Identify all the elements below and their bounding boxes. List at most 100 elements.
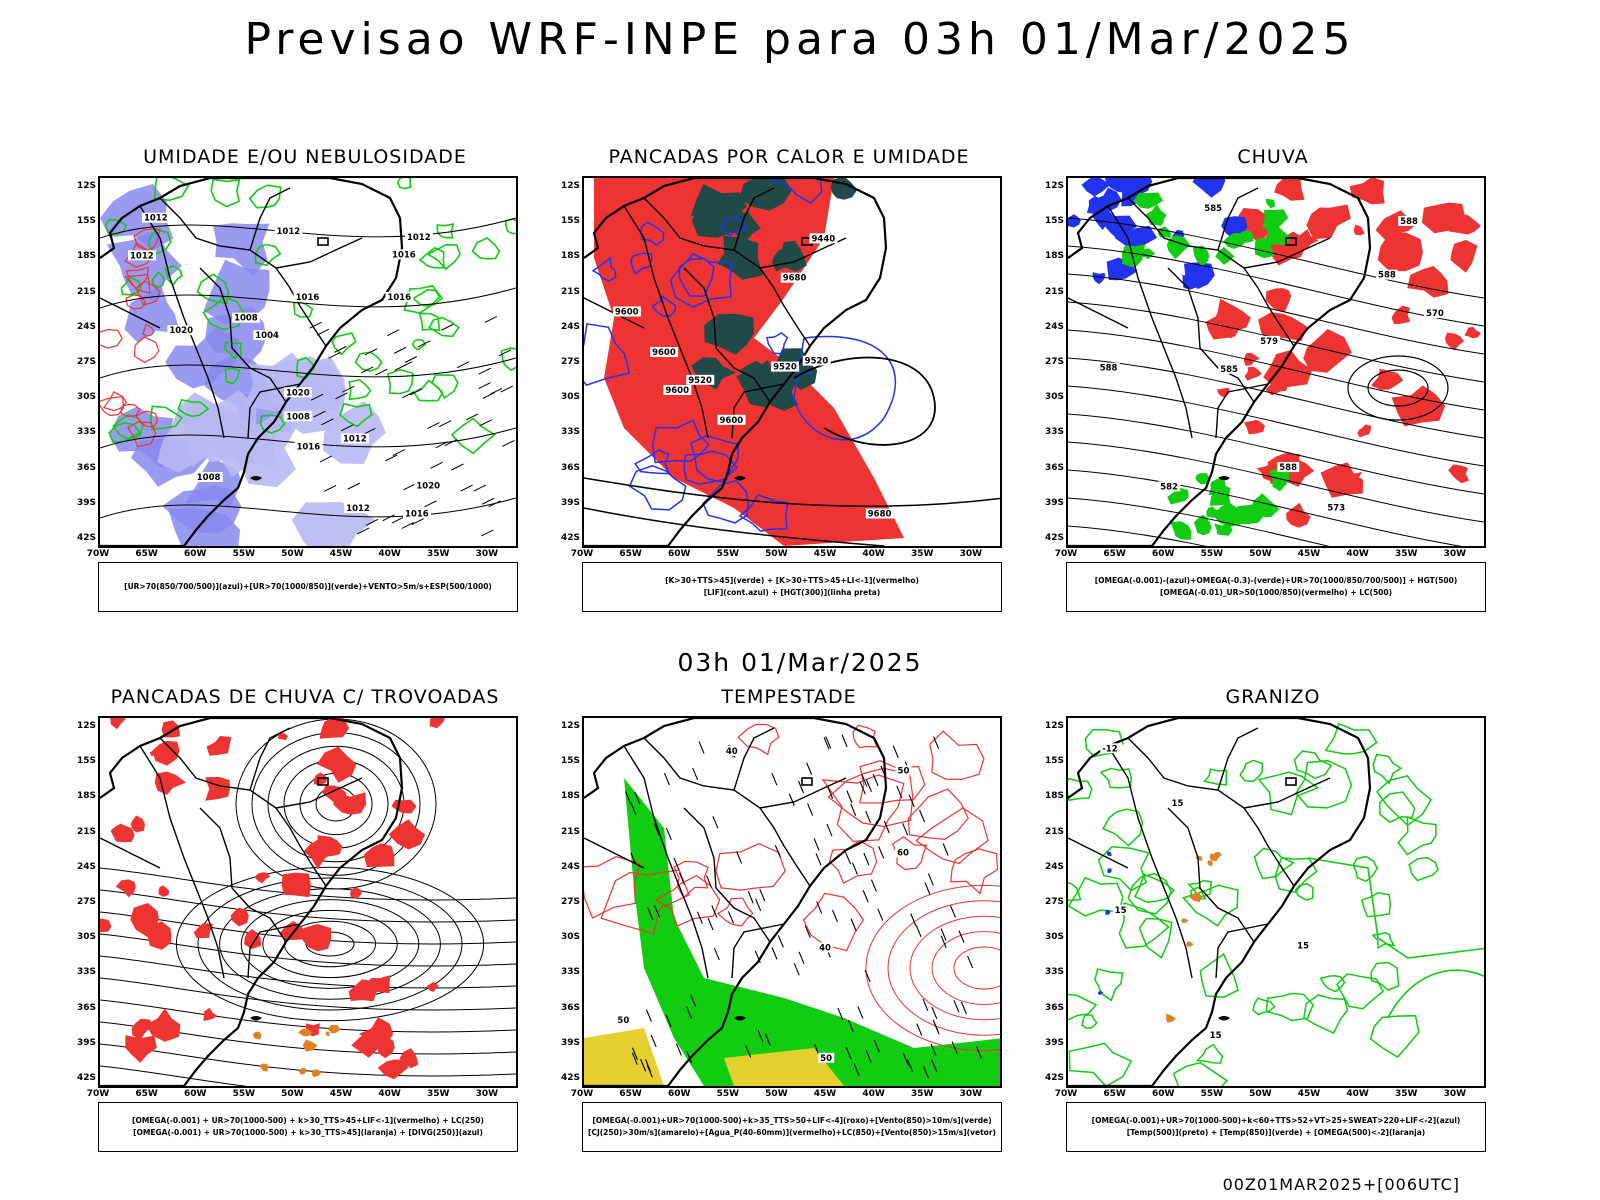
- contour-label: 573: [1327, 504, 1345, 514]
- wind-vector: [967, 955, 974, 969]
- wind-arrow: [391, 516, 405, 524]
- lif-contour: [738, 493, 789, 532]
- wind-arrow: [444, 439, 457, 447]
- green-contour: [450, 417, 496, 455]
- wind-vector: [745, 1045, 752, 1058]
- green-contour: [348, 378, 372, 401]
- wind-vector: [813, 838, 820, 851]
- green-contour: [411, 338, 427, 351]
- latitude-tick-label: 42S: [1044, 533, 1064, 543]
- wind-arrow: [382, 514, 395, 522]
- latitude-tick-label: 33S: [1044, 967, 1064, 978]
- latitude-tick-label: 12S: [560, 181, 580, 191]
- wind-vector: [942, 843, 949, 856]
- contour-label-bg: [293, 292, 322, 303]
- green-contour: [354, 351, 383, 372]
- wind-vector: [690, 994, 697, 1008]
- omega-strong-fill: [1170, 521, 1192, 540]
- state-border: [275, 777, 363, 809]
- map-panel: PANCADAS DE CHUVA C/ TROVOADAS 12S 15S 18S 2…: [70, 686, 540, 1156]
- state-border: [139, 745, 225, 979]
- legend-line: [OMEGA(-0.001)-(azul)+OMEGA(-0.3)-(verde…: [1094, 576, 1458, 585]
- wind-vector: [960, 1001, 967, 1015]
- lagoon: [1218, 1016, 1230, 1021]
- state-border: [1127, 737, 1295, 887]
- longitude-tick-label: 55W: [232, 1089, 256, 1099]
- temp850-contour: [1371, 931, 1396, 950]
- omega-strong-fill: [1166, 235, 1190, 260]
- contour-label-bg: [1112, 904, 1129, 915]
- lagoon: [1218, 476, 1230, 481]
- latitude-tick-label: 30S: [1044, 932, 1064, 943]
- state-border: [159, 737, 327, 887]
- wind-arrow: [427, 422, 440, 430]
- omega-fill: [1068, 214, 1081, 228]
- rain-fill: [1464, 326, 1481, 339]
- wind-vector: [863, 852, 870, 866]
- green-contour: [418, 312, 441, 332]
- temp850-contour: [1068, 876, 1124, 917]
- wind-arrow: [404, 356, 418, 363]
- wind-vector: [825, 736, 832, 749]
- map-panel: GRANIZO 12S 15S 18S 21S 24S 27S 30S 33S 36S 39S 42S…: [1038, 686, 1508, 1156]
- state-border: [623, 745, 709, 979]
- contour-label: 15: [1210, 1031, 1222, 1041]
- wind-vector: [923, 1066, 930, 1079]
- lagoon: [734, 1016, 746, 1021]
- continent-base: [584, 178, 888, 546]
- lc-contour: [953, 946, 1000, 990]
- latitude-tick-label: 18S: [560, 791, 580, 802]
- wind-arrow: [309, 321, 322, 329]
- orange-fill: [298, 1068, 307, 1075]
- lc-contour: [887, 900, 1000, 1036]
- omega-strong-fill: [1214, 523, 1233, 536]
- omega-fill: [1184, 262, 1215, 289]
- latitude-tick-label: 12S: [1044, 721, 1064, 731]
- rain-fill: [1244, 366, 1262, 381]
- longitude-tick-label: 60W: [667, 549, 691, 559]
- state-border: [623, 205, 709, 439]
- omega-strong-fill: [1133, 192, 1164, 209]
- wind-vector: [892, 745, 899, 758]
- temp850-contour: [1068, 881, 1082, 902]
- omega-strong-fill: [1195, 473, 1210, 485]
- streamline: [1068, 217, 1484, 299]
- temp850-contour: [1372, 753, 1403, 785]
- thunder-fill: [115, 879, 136, 898]
- longitude-tick-label: 60W: [1151, 1089, 1175, 1099]
- state-border: [1107, 745, 1193, 979]
- legend-line: [OMEGA(-0.001) + UR>70(1000-500) + k>30_…: [132, 1116, 484, 1125]
- contour-label-bg: [817, 942, 834, 953]
- contour-label: 1016: [296, 293, 320, 303]
- latitude-axis: 12S 15S 18S 21S 24S 27S 30S 33S 36S 39S 42S: [554, 176, 580, 548]
- continent-base: [584, 718, 888, 1086]
- wind-vector: [847, 1019, 854, 1033]
- legend-line: [UR>70(850/700/500)](azul)+[UR>70(1000/8…: [124, 582, 492, 591]
- wind-vector: [958, 930, 965, 943]
- wind-vector: [747, 891, 754, 904]
- wind-vector: [698, 741, 705, 754]
- red-contour: [102, 390, 128, 412]
- legend-line: [OMEGA(-0.001)+UR>70(1000-500)+k<60+TTS>…: [1091, 1116, 1461, 1125]
- latitude-tick-label: 30S: [76, 932, 96, 943]
- wind-arrow: [340, 424, 354, 432]
- green-contour: [202, 295, 245, 331]
- thunder-fill: [113, 825, 135, 843]
- state-border: [1217, 187, 1259, 251]
- rain-fill: [1377, 232, 1423, 272]
- latitude-tick-label: 27S: [1044, 357, 1064, 367]
- latitude-tick-label: 39S: [76, 497, 96, 508]
- contour-label: 9680: [783, 274, 807, 284]
- wind-vector: [631, 1052, 638, 1065]
- thunder-fill: [152, 740, 180, 766]
- hgt-contour: [1367, 369, 1429, 407]
- wind-vector: [798, 951, 805, 964]
- thunder-fill: [429, 718, 445, 729]
- temp850-contour: [1265, 992, 1314, 1022]
- contour-label-bg: [232, 312, 261, 323]
- coastline: [1068, 718, 1372, 1086]
- contour-label: 585: [1220, 365, 1238, 375]
- wind-vector: [951, 1041, 958, 1054]
- thunder-fill: [319, 718, 350, 739]
- thunder-fill: [154, 771, 186, 795]
